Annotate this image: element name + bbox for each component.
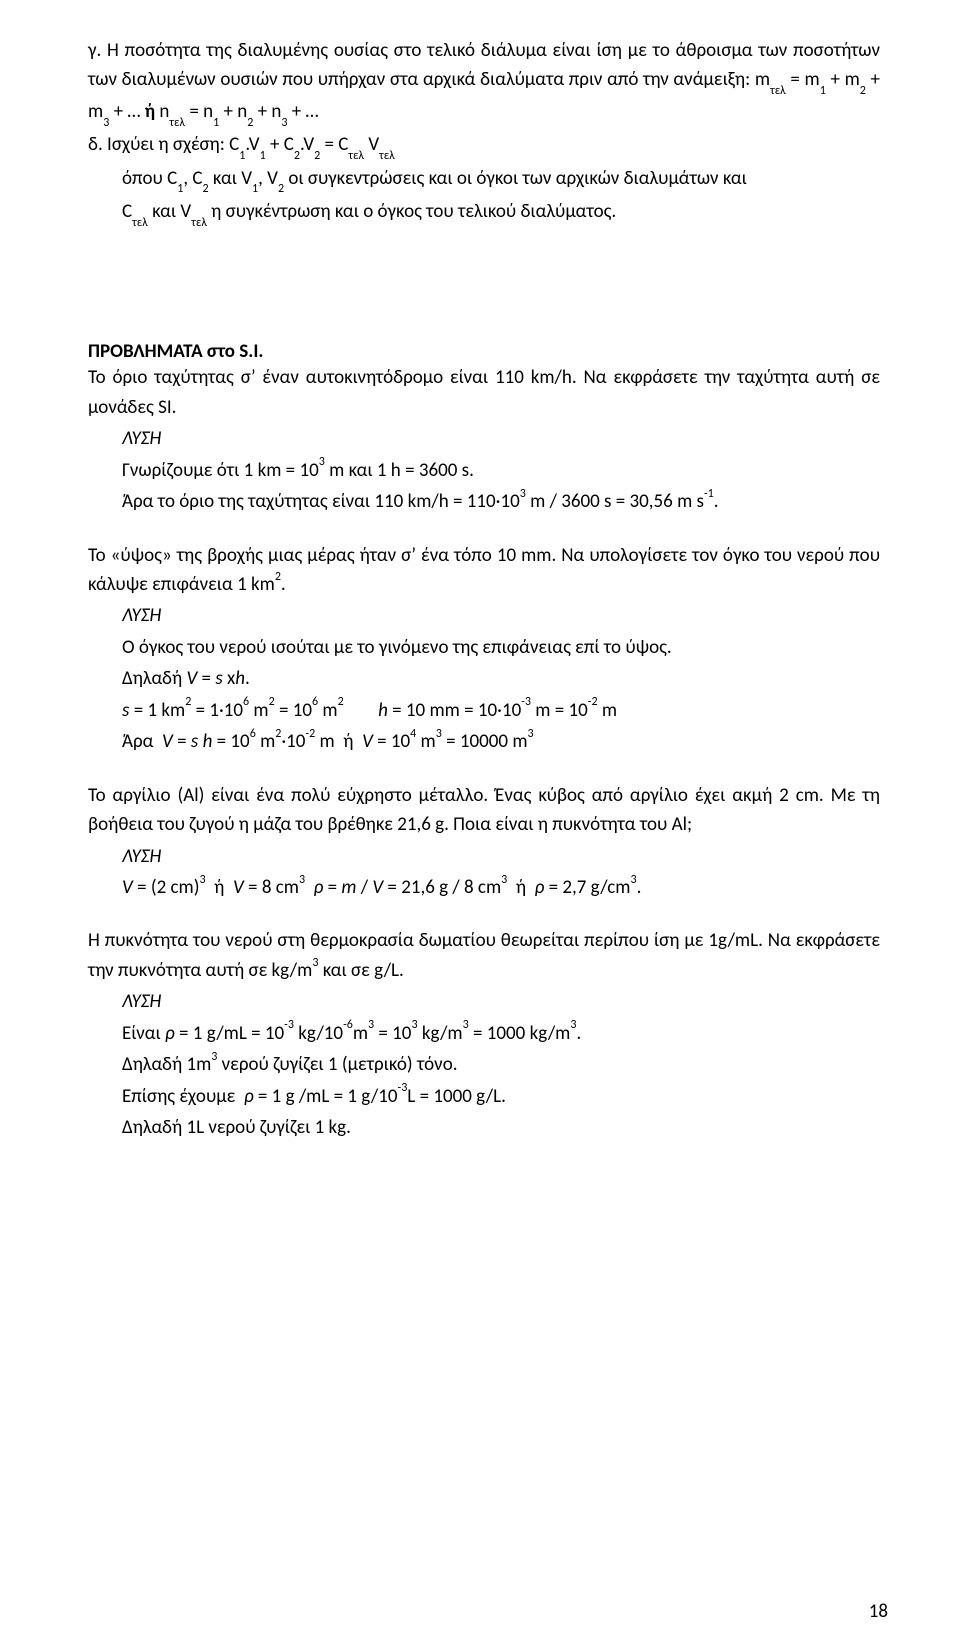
problem4-line2: Δηλαδή 1m3 νερού ζυγίζει 1 (μετρικό) τόν… xyxy=(88,1050,880,1079)
page-number: 18 xyxy=(869,1600,888,1623)
problem3-line1: V = (2 cm)3 ή V = 8 cm3 ρ = m / V = 21,6… xyxy=(88,873,880,902)
problem2-statement: Το «ύψος» της βροχής μιας μέρας ήταν σ’ … xyxy=(88,541,880,600)
paragraph-delta-1: δ. Ισχύει η σχέση: C1.V1 + C2.V2 = Cτελ … xyxy=(88,130,880,161)
problem2-line2: Δηλαδή V = s xh. xyxy=(88,664,880,693)
paragraph-gamma: γ. Η ποσότητα της διαλυμένης ουσίας στο … xyxy=(88,36,880,128)
problem2-line4: Άρα V = s h = 106 m2·10-2 m ή V = 104 m3… xyxy=(88,727,880,756)
problems-heading: ΠΡΟΒΛΗΜΑΤΑ στο S.I. xyxy=(88,340,880,363)
problem4-line4: Δηλαδή 1L νερού ζυγίζει 1 kg. xyxy=(88,1113,880,1142)
problem2-solution-label: ΛΥΣΗ xyxy=(88,601,880,630)
problem2-line1: Ο όγκος του νερού ισούται με το γινόμενο… xyxy=(88,633,880,662)
problem2-line3: s = 1 km2 = 1·106 m2 = 106 m2 h = 10 mm … xyxy=(88,696,880,725)
paragraph-delta-3: Cτελ και Vτελ η συγκέντρωση και ο όγκος … xyxy=(88,197,880,228)
problem1-solution-label: ΛΥΣΗ xyxy=(88,424,880,453)
problem1-statement: Το όριο ταχύτητας σ’ έναν αυτοκινητόδρομ… xyxy=(88,363,880,422)
problem4-statement: Η πυκνότητα του νερού στη θερμοκρασία δω… xyxy=(88,926,880,985)
problem4-line1: Είναι ρ = 1 g/mL = 10-3 kg/10-6m3 = 103 … xyxy=(88,1019,880,1048)
document-page: γ. Η ποσότητα της διαλυμένης ουσίας στο … xyxy=(0,0,960,1647)
problem4-solution-label: ΛΥΣΗ xyxy=(88,987,880,1016)
problem3-solution-label: ΛΥΣΗ xyxy=(88,842,880,871)
problem1-line1: Γνωρίζουμε ότι 1 km = 103 m και 1 h = 36… xyxy=(88,456,880,485)
problem3-statement: Το αργίλιο (Al) είναι ένα πολύ εύχρηστο … xyxy=(88,781,880,840)
paragraph-delta-2: όπου C1, C2 και V1, V2 οι συγκεντρώσεις … xyxy=(88,164,880,195)
problem1-line2: Άρα το όριο της ταχύτητας είναι 110 km/h… xyxy=(88,487,880,516)
problem4-line3: Επίσης έχουμε ρ = 1 g /mL = 1 g/10-3L = … xyxy=(88,1082,880,1111)
